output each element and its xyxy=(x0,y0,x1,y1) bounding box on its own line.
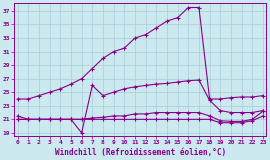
X-axis label: Windchill (Refroidissement éolien,°C): Windchill (Refroidissement éolien,°C) xyxy=(55,148,226,157)
